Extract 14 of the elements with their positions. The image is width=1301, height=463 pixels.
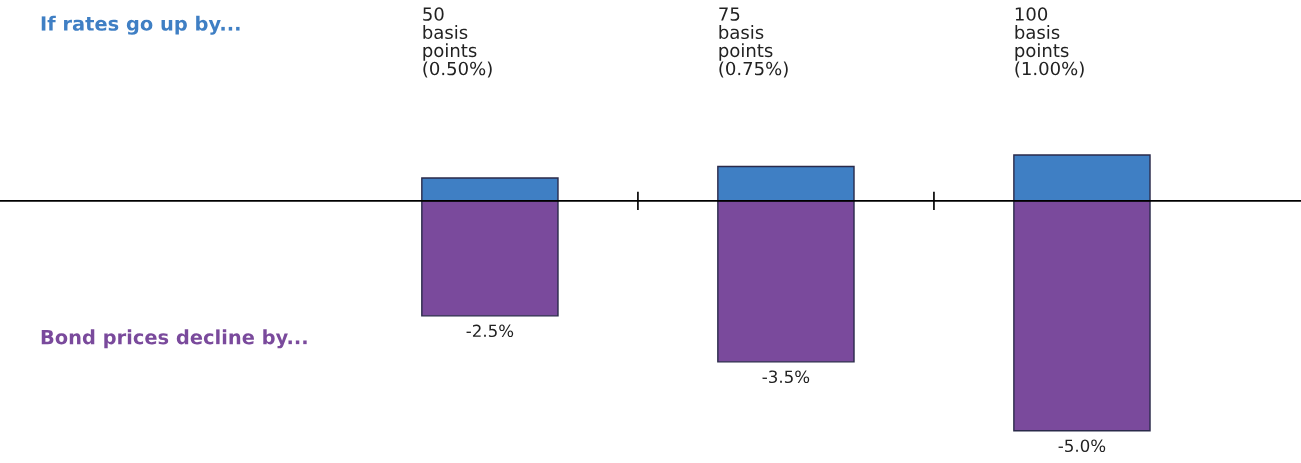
- bar: [421, 177, 559, 202]
- bar: [1013, 154, 1151, 202]
- bar: [421, 200, 559, 317]
- x-tick-label: 100 basis points (1.00%): [1015, 7, 1084, 78]
- data-label: -5.0%: [1058, 439, 1106, 453]
- x-tick-label: 50 basis points (0.50%): [423, 7, 492, 78]
- x-tick-label: 75 basis points (0.75%): [719, 7, 788, 78]
- data-label: -2.5%: [466, 324, 514, 338]
- bar: [717, 165, 855, 202]
- bar: [1013, 200, 1151, 432]
- bar: [717, 200, 855, 363]
- data-label: -3.5%: [762, 370, 810, 384]
- text: If rates go up by...: [41, 15, 240, 35]
- text: Bond prices decline by...: [41, 329, 307, 349]
